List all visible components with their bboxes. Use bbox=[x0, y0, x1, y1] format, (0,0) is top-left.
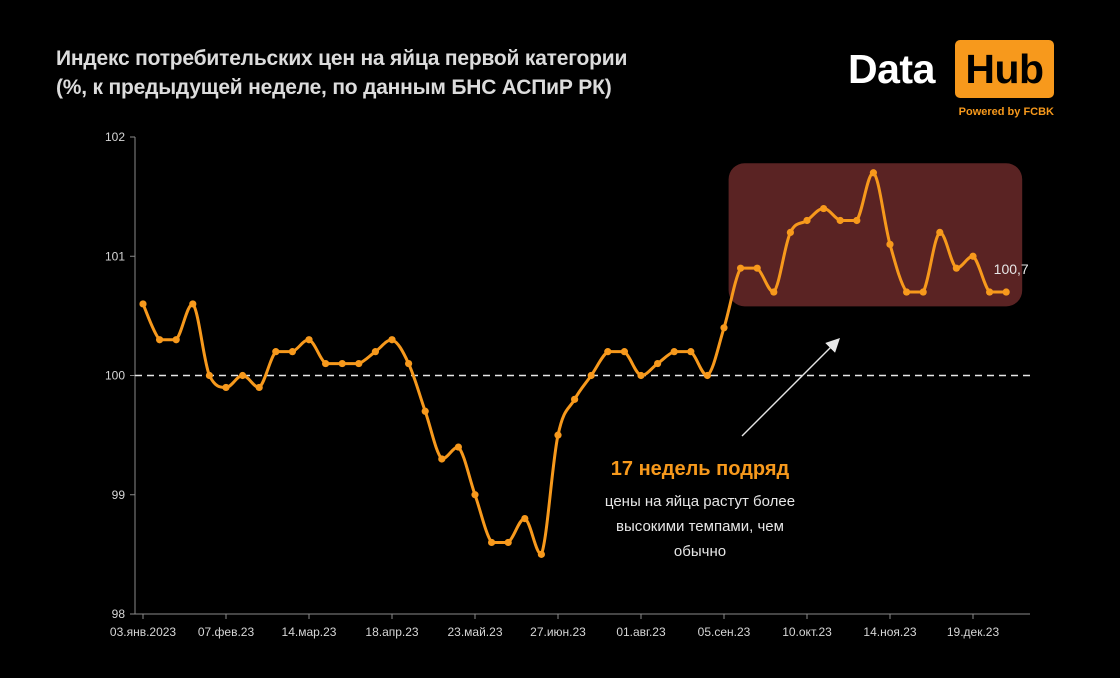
x-tick-label: 18.апр.23 bbox=[365, 625, 419, 639]
data-point bbox=[222, 383, 230, 392]
data-point bbox=[986, 288, 994, 296]
annotation-headline: 17 недель подряд bbox=[611, 458, 790, 480]
data-point bbox=[454, 443, 462, 451]
data-point bbox=[670, 348, 678, 356]
data-point bbox=[952, 264, 961, 272]
logo-powered-by: Powered by FCBK bbox=[958, 106, 1054, 118]
x-tick-label: 27.июн.23 bbox=[530, 625, 586, 639]
data-point bbox=[620, 348, 629, 356]
data-point bbox=[604, 348, 612, 356]
y-tick-label: 101 bbox=[105, 249, 125, 263]
data-point bbox=[554, 431, 562, 439]
title-line-1: Индекс потребительских цен на яйца перво… bbox=[56, 47, 628, 70]
annotation-text-line: обычно bbox=[674, 543, 726, 560]
data-point bbox=[820, 204, 828, 213]
data-point bbox=[371, 348, 379, 356]
data-point bbox=[205, 371, 213, 380]
data-point bbox=[803, 216, 811, 225]
x-tick-label: 14.мар.23 bbox=[282, 625, 337, 639]
data-point bbox=[571, 395, 579, 403]
data-point bbox=[288, 348, 296, 356]
data-point bbox=[936, 228, 944, 236]
data-point bbox=[239, 371, 247, 380]
data-point bbox=[521, 515, 529, 523]
data-point bbox=[919, 288, 927, 296]
data-point bbox=[189, 300, 197, 308]
data-point bbox=[836, 216, 844, 225]
data-point bbox=[438, 455, 446, 463]
x-tick-label: 23.май.23 bbox=[448, 625, 503, 639]
annotation-text-line: цены на яйца растут более bbox=[605, 493, 795, 510]
x-tick-label: 03.янв.2023 bbox=[110, 625, 177, 639]
x-tick-label: 01.авг.23 bbox=[616, 625, 666, 639]
data-point bbox=[770, 288, 778, 296]
annotation-arrow bbox=[741, 338, 840, 437]
data-point bbox=[737, 264, 745, 272]
logo-word-data: Data bbox=[848, 46, 935, 92]
data-point bbox=[355, 359, 363, 368]
data-point bbox=[388, 336, 396, 344]
data-point bbox=[637, 371, 645, 380]
chart-title: Индекс потребительских цен на яйца перво… bbox=[56, 44, 627, 102]
data-point bbox=[587, 371, 595, 380]
data-point bbox=[471, 491, 479, 499]
data-point bbox=[1002, 288, 1010, 296]
title-line-2: (%, к предыдущей неделе, по данным БНС А… bbox=[56, 76, 612, 99]
data-point bbox=[405, 359, 413, 368]
data-point bbox=[139, 300, 147, 308]
x-tick-label: 19.дек.23 bbox=[947, 625, 1000, 639]
data-point bbox=[969, 252, 977, 260]
y-tick-label: 98 bbox=[112, 607, 126, 621]
x-tick-label: 05.сен.23 bbox=[698, 625, 751, 639]
data-point bbox=[272, 348, 280, 356]
y-tick-label: 102 bbox=[105, 130, 125, 144]
data-point bbox=[786, 228, 795, 236]
highlight-box bbox=[728, 163, 1023, 307]
data-point bbox=[886, 240, 894, 248]
data-point bbox=[504, 538, 512, 547]
data-point bbox=[421, 407, 429, 415]
y-tick-label: 99 bbox=[112, 488, 126, 502]
annotation-text-line: высокими темпами, чем bbox=[616, 518, 784, 535]
data-point bbox=[687, 348, 695, 356]
data-point bbox=[255, 383, 263, 392]
y-tick-label: 100 bbox=[105, 369, 125, 383]
data-point bbox=[753, 264, 761, 272]
data-point bbox=[488, 538, 496, 547]
data-point bbox=[853, 216, 861, 225]
last-value-label: 100,7 bbox=[994, 261, 1029, 277]
data-point bbox=[703, 371, 712, 380]
logo-word-hub: Hub bbox=[955, 40, 1054, 98]
data-point bbox=[654, 359, 662, 368]
data-point bbox=[720, 324, 728, 332]
data-point bbox=[903, 288, 911, 296]
data-point bbox=[172, 336, 180, 344]
data-point bbox=[338, 359, 346, 368]
data-point bbox=[869, 169, 878, 177]
data-point bbox=[322, 359, 330, 368]
x-tick-label: 10.окт.23 bbox=[782, 625, 832, 639]
x-tick-label: 14.ноя.23 bbox=[863, 625, 916, 639]
x-tick-label: 07.фев.23 bbox=[198, 625, 255, 639]
data-point bbox=[156, 336, 164, 344]
data-point bbox=[537, 550, 546, 558]
data-point bbox=[305, 336, 313, 344]
